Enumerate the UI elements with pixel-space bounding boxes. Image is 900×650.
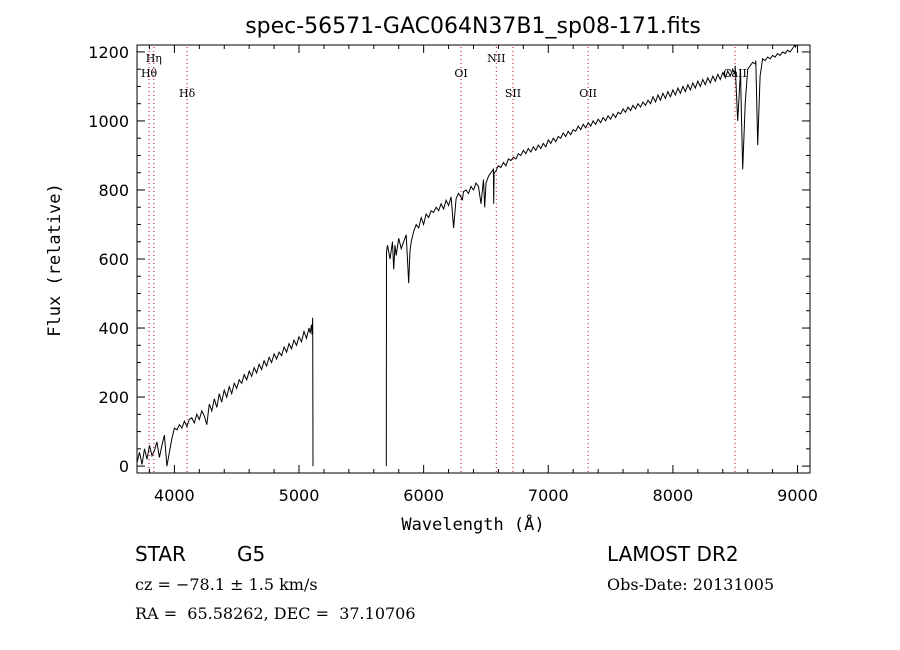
spectral-line-label: SII [505, 87, 521, 100]
y-tick-label: 1200 [88, 43, 129, 62]
x-axis-label: Wavelength (Å) [401, 513, 544, 535]
spectrum-chart: spec-56571-GAC064N37B1_sp08-171.fits Hη H… [45, 14, 818, 535]
redshift-text: cz = −78.1 ± 1.5 km/s [135, 575, 318, 594]
spectral-line-label: NII [487, 52, 505, 65]
spectral-line-label: OII [579, 87, 597, 100]
chart-title: spec-56571-GAC064N37B1_sp08-171.fits [245, 14, 701, 39]
x-tick-label: 7000 [528, 486, 569, 505]
x-tick-label: 5000 [279, 486, 320, 505]
y-tick-label: 600 [98, 250, 129, 269]
y-tick-label: 400 [98, 319, 129, 338]
spectrum-line [137, 45, 797, 467]
plot-frame [136, 44, 811, 474]
x-tick-label: 9000 [777, 486, 818, 505]
x-tick-label: 8000 [653, 486, 694, 505]
obs-date-text: Obs-Date: 20131005 [607, 575, 775, 594]
spectral-line-label: Hδ [179, 87, 196, 100]
ra-dec-text: RA = 65.58262, DEC = 37.10706 [135, 604, 416, 623]
y-axis-label: Flux (relative) [45, 183, 65, 337]
y-tick-label: 800 [98, 181, 129, 200]
class-label: STAR [135, 542, 186, 566]
x-tick-label: 4000 [154, 486, 195, 505]
survey-label: LAMOST DR2 [607, 542, 739, 566]
spectral-line-label: Hη [146, 52, 162, 65]
y-tick-label: 0 [119, 457, 129, 476]
subclass-label: G5 [237, 542, 266, 566]
y-tick-label: 200 [98, 388, 129, 407]
spectral-line-label: OI [454, 67, 467, 80]
spectral-line-label: Hθ [141, 67, 158, 80]
y-tick-label: 1000 [88, 112, 129, 131]
x-tick-label: 6000 [403, 486, 444, 505]
